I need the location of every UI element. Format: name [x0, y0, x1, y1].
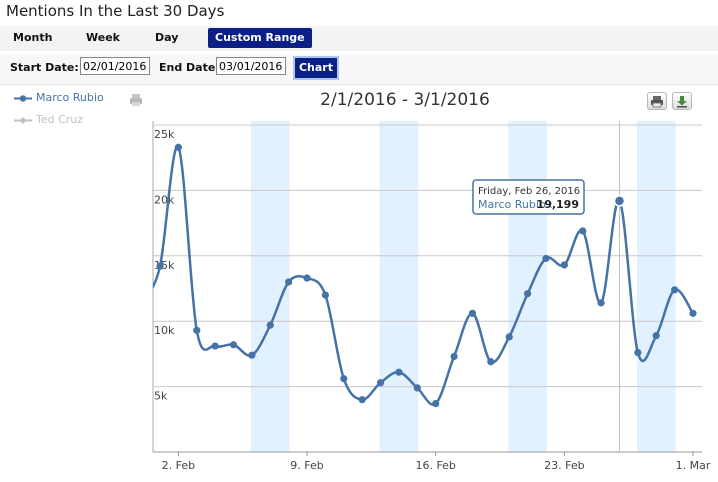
data-point: [229, 341, 238, 349]
weekend-band: [379, 121, 419, 452]
data-point: [613, 195, 626, 207]
data-point: [174, 143, 182, 151]
x-tick-label: 16. Feb: [415, 459, 455, 472]
legend-label-marco-rubio: Marco Rubio: [36, 91, 104, 104]
tooltip-series: Marco Rubio :: [478, 198, 553, 211]
data-point: [505, 333, 513, 341]
data-point: [560, 261, 568, 269]
y-tick-label: 20k: [154, 193, 175, 206]
end-date-label: End Date: [159, 61, 216, 74]
weekend-band: [508, 121, 547, 452]
legend-item-marco-rubio[interactable]: Marco Rubio: [14, 91, 104, 104]
print-icon[interactable]: [129, 93, 143, 107]
tooltip-box: [472, 179, 585, 215]
data-point: [652, 331, 660, 340]
data-point: [579, 227, 587, 235]
start-date-label: Start Date:: [10, 61, 79, 74]
data-point: [285, 278, 293, 286]
data-point: [689, 309, 697, 317]
day-tab[interactable]: Day: [155, 31, 179, 44]
data-point: [523, 290, 532, 298]
data-point: [303, 274, 311, 282]
print-chart-button[interactable]: [647, 92, 667, 110]
data-point: [542, 254, 550, 263]
data-point: [432, 400, 440, 408]
data-point: [468, 309, 477, 317]
data-point: [193, 326, 201, 334]
x-tick-label: 1. Mar: [676, 459, 711, 472]
chart-title: 2/1/2016 - 3/1/2016: [320, 90, 490, 110]
custom-range-tab[interactable]: Custom Range: [208, 28, 312, 48]
y-tick-label: 25k: [154, 128, 175, 141]
data-point: [321, 291, 330, 299]
y-tick-label: 10k: [154, 324, 175, 337]
data-point: [487, 358, 495, 366]
data-point: [450, 352, 458, 361]
download-icon: [677, 96, 687, 108]
page-title: Mentions In the Last 30 Days: [6, 2, 225, 20]
end-date-input[interactable]: [216, 57, 286, 75]
data-point: [248, 351, 256, 359]
print-icon: [651, 96, 663, 108]
tooltip-value: 19,199: [537, 198, 579, 211]
data-point: [634, 348, 642, 357]
data-point: [156, 262, 164, 270]
data-point: [211, 342, 219, 350]
tooltip-date: Friday, Feb 26, 2016: [478, 186, 580, 197]
line-marker-icon: [14, 94, 32, 102]
data-point: [376, 379, 385, 387]
x-tick-label: 2. Feb: [162, 459, 195, 472]
weekend-band: [636, 121, 676, 452]
line-marker-icon: [14, 116, 32, 124]
data-point: [671, 286, 679, 294]
y-tick-label: 5k: [154, 390, 168, 403]
data-point: [266, 321, 274, 329]
data-point: [395, 368, 403, 376]
range-toolbar: [0, 26, 718, 51]
legend-item-ted-cruz[interactable]: Ted Cruz: [14, 113, 83, 126]
month-tab[interactable]: Month: [13, 31, 53, 44]
start-date-input[interactable]: [80, 57, 150, 75]
x-tick-label: 9. Feb: [290, 459, 323, 472]
data-point: [413, 384, 421, 392]
data-point: [358, 396, 366, 404]
data-point: [597, 299, 605, 307]
week-tab[interactable]: Week: [86, 31, 120, 44]
data-point: [340, 375, 348, 383]
download-chart-button[interactable]: [672, 92, 692, 110]
legend-label-ted-cruz: Ted Cruz: [36, 113, 84, 126]
chart-button[interactable]: Chart: [293, 56, 339, 80]
weekend-band: [250, 121, 290, 452]
x-tick-label: 23. Feb: [544, 459, 584, 472]
